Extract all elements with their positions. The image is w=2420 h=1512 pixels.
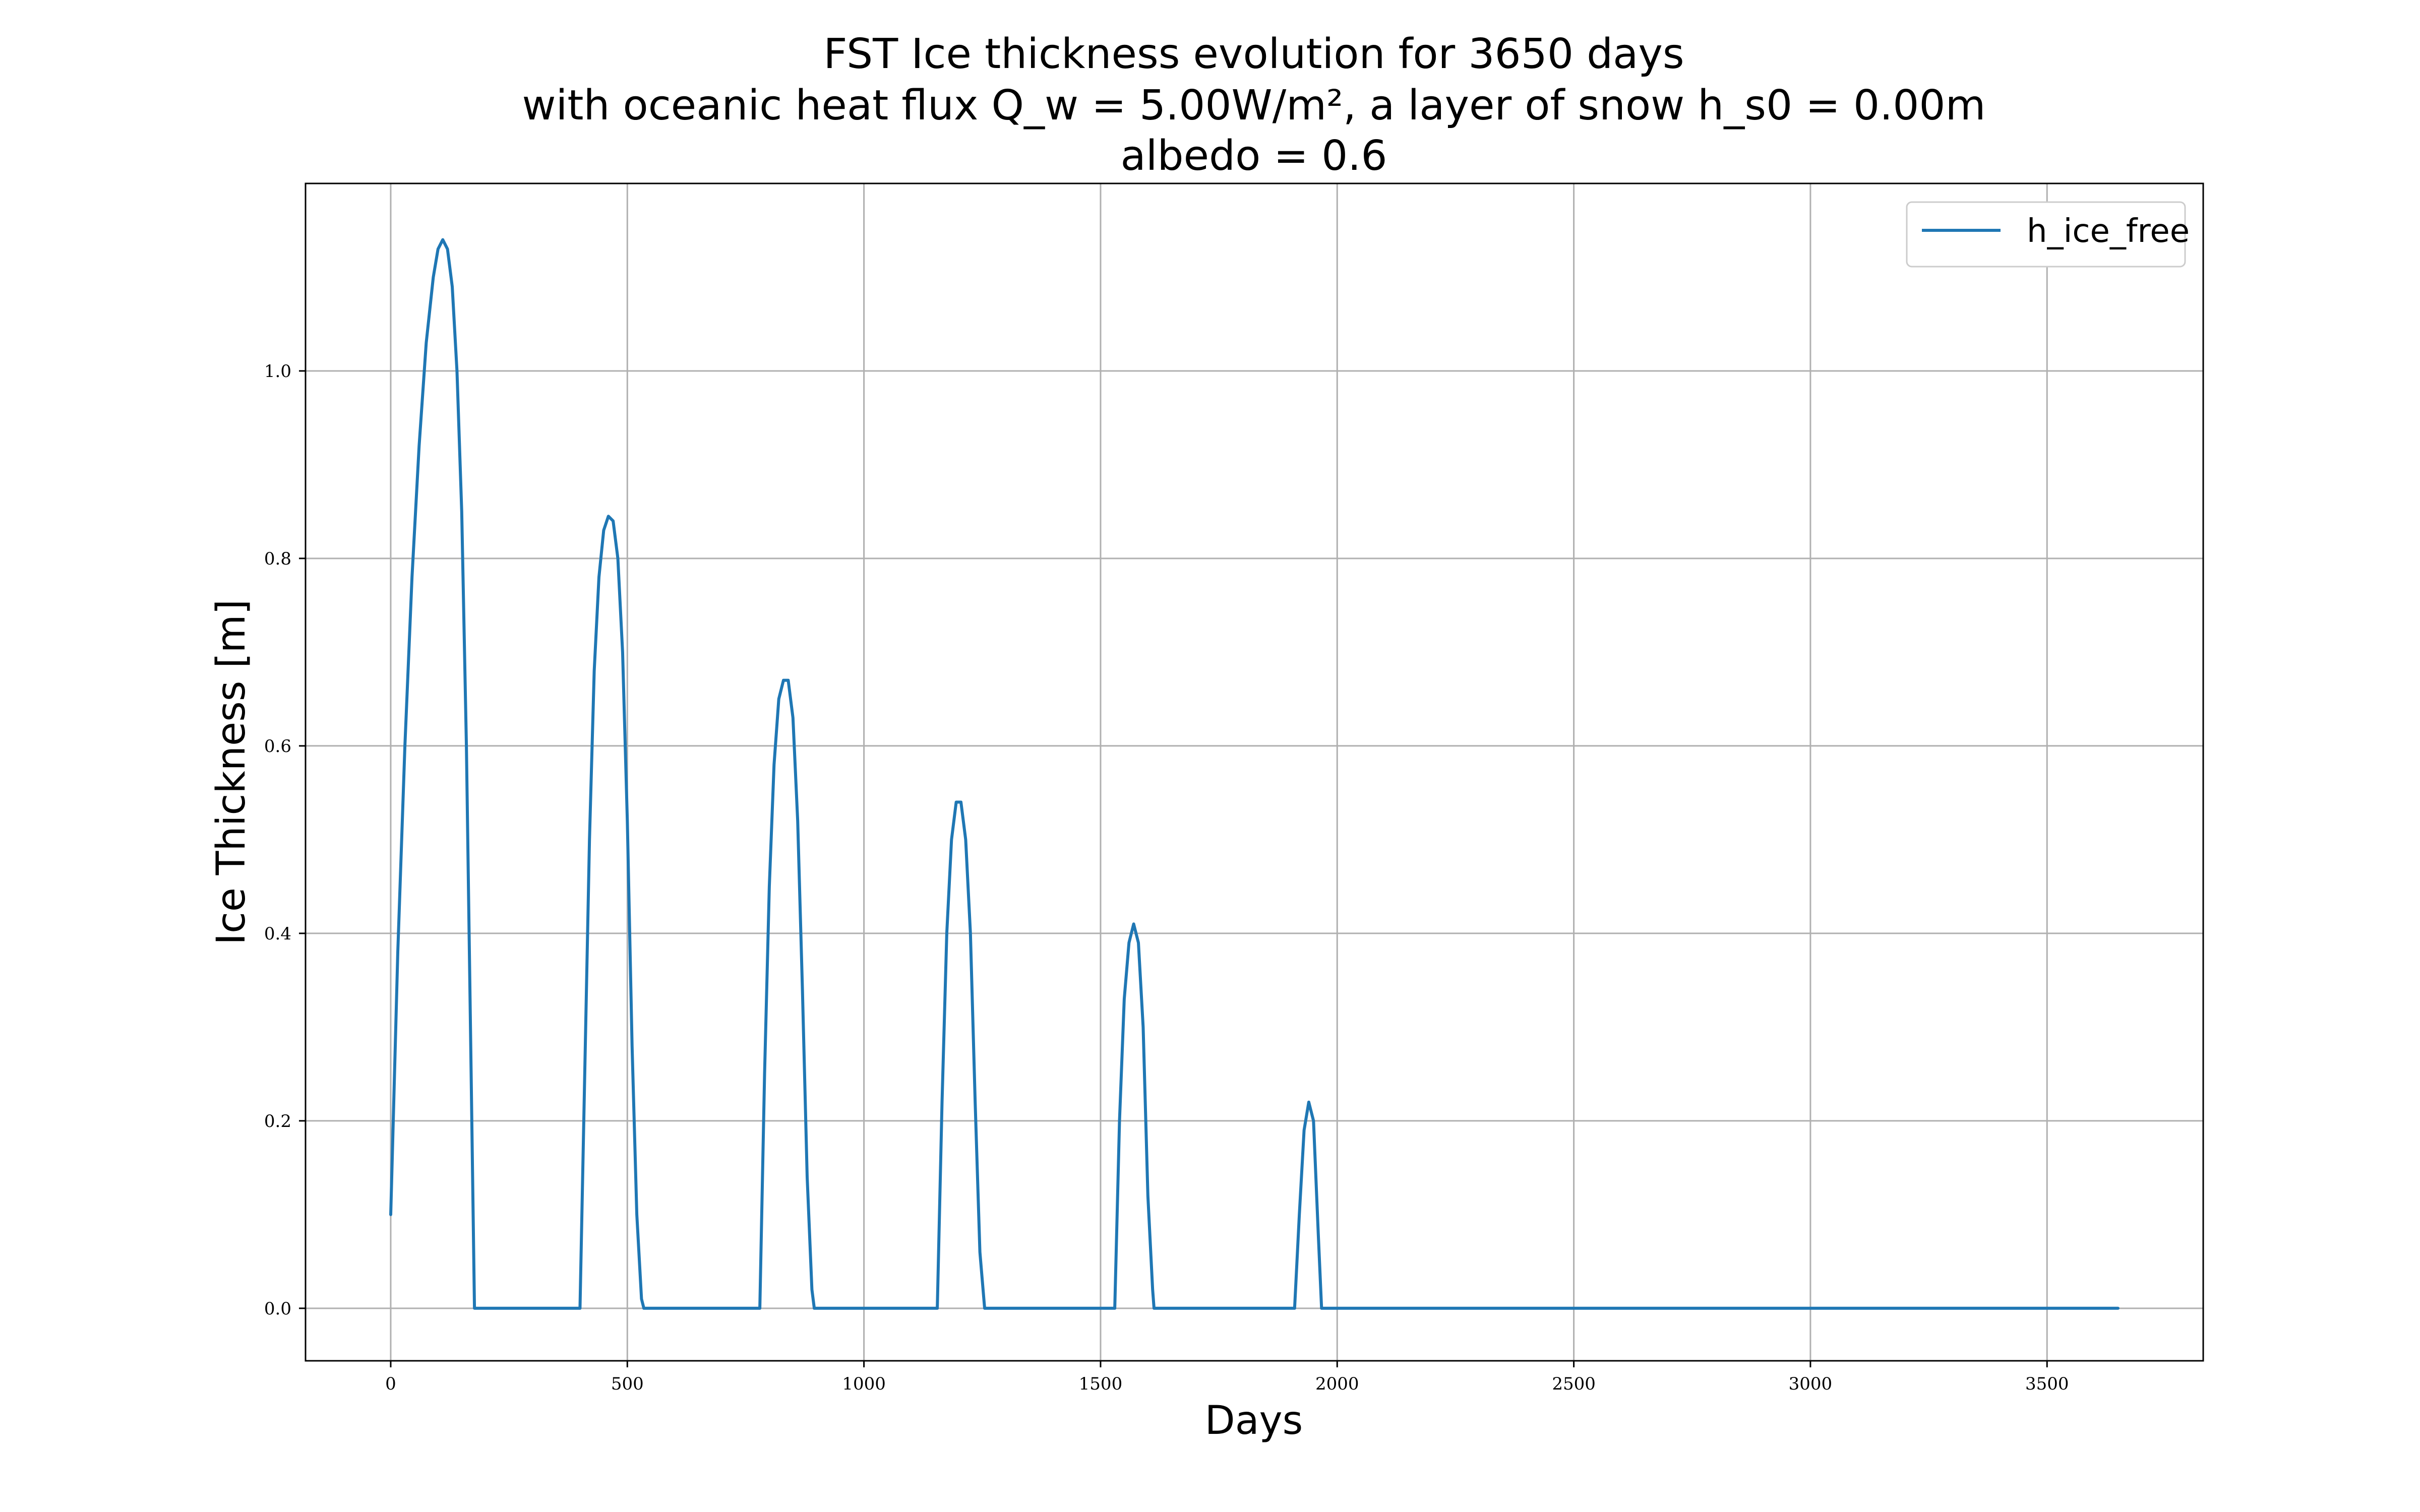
- y-tick-label: 0.4: [264, 924, 291, 944]
- y-tick-label: 0.2: [264, 1111, 291, 1131]
- x-tick-label: 3000: [1789, 1374, 1833, 1394]
- x-tick-label: 1000: [842, 1374, 886, 1394]
- chart-title-line-1: FST Ice thickness evolution for 3650 day…: [823, 30, 1684, 78]
- chart-title-line-3: albedo = 0.6: [1121, 132, 1387, 180]
- ticks: 0 500 1000 1500 2000 2500 3000 3500 0.0 0.2 0.4 0.6…: [264, 361, 2069, 1394]
- x-tick-label: 2500: [1552, 1374, 1596, 1394]
- y-tick-label: 1.0: [264, 361, 291, 382]
- x-tick-label: 1500: [1079, 1374, 1123, 1394]
- y-tick-label: 0.6: [264, 736, 291, 757]
- x-axis-label: Days: [1205, 1398, 1303, 1443]
- legend-box: [1906, 201, 2186, 268]
- legend: h_ice_free: [1906, 201, 2190, 268]
- series-line-h-ice-free: [389, 238, 2120, 1310]
- y-tick-label: 0.8: [264, 549, 291, 569]
- x-tick-label: 2000: [1315, 1374, 1359, 1394]
- x-tick-label: 0: [385, 1374, 396, 1394]
- x-tick-label: 3500: [2025, 1374, 2069, 1394]
- y-tick-label: 0.0: [264, 1299, 291, 1319]
- grid: [306, 183, 2203, 1361]
- y-axis-label: Ice Thickness [m]: [209, 599, 254, 945]
- plot-area: [389, 238, 2120, 1310]
- chart-title-line-2: with oceanic heat flux Q_w = 5.00W/m², a…: [522, 82, 1986, 130]
- x-tick-label: 500: [611, 1374, 644, 1394]
- plot-frame: [305, 182, 2204, 1362]
- legend-label-h-ice-free: h_ice_free: [2027, 213, 2190, 250]
